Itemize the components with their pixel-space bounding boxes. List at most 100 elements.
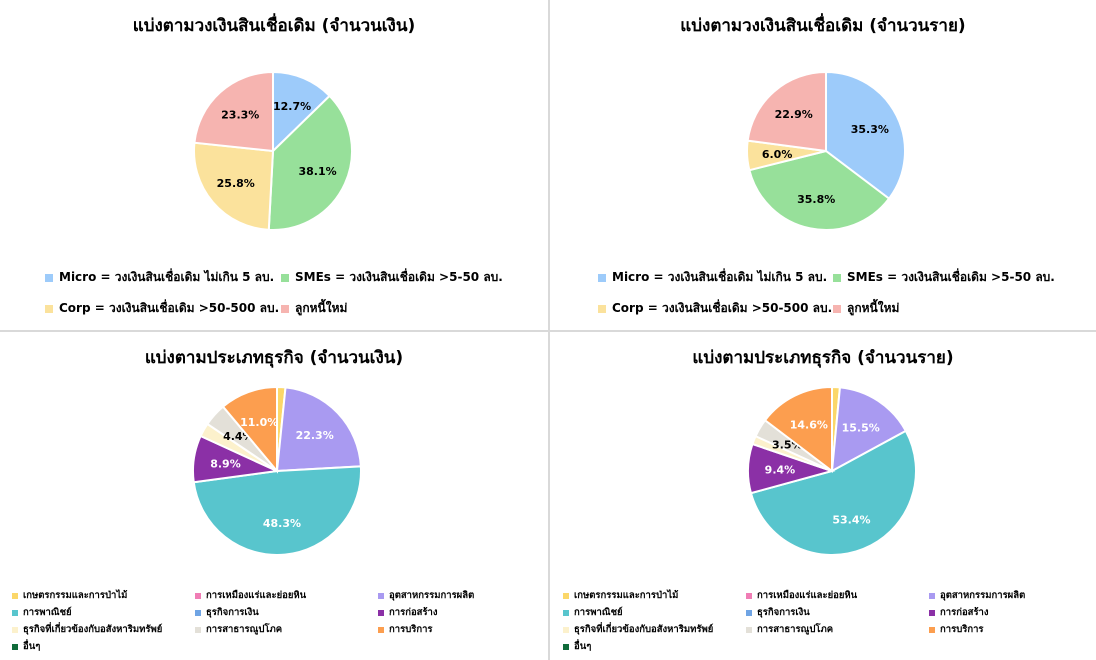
legend-label: Corp = วงเงินสินเชื่อเดิม >50-500 ลบ.: [612, 301, 833, 315]
legend-swatch: [45, 273, 53, 282]
slice-data-label: 11.0%: [240, 416, 278, 429]
slice-data-label: 8.9%: [210, 457, 241, 470]
legend-swatch: [833, 304, 841, 313]
legend-label: การก่อสร้าง: [940, 607, 989, 618]
legend-item: การก่อสร้าง: [929, 605, 989, 620]
legend-item: ธุรกิจที่เกี่ยวข้องกับอสังหาริมทรัพย์: [12, 622, 162, 637]
legend-label: Micro = วงเงินสินเชื่อเดิม ไม่เกิน 5 ลบ.: [612, 270, 828, 284]
legend-item: การพาณิชย์: [563, 605, 623, 620]
slice-data-label: 35.3%: [851, 123, 889, 136]
legend-item: การสาธารณูปโภค: [746, 622, 833, 637]
legend-swatch: [281, 304, 289, 313]
legend-item: ธุรกิจการเงิน: [746, 605, 810, 620]
legend-item: อื่นๆ: [12, 639, 40, 654]
legend-label: การพาณิชย์: [574, 607, 623, 618]
legend-swatch: [833, 273, 841, 282]
pie-slice: [748, 149, 891, 231]
legend-label: Micro = วงเงินสินเชื่อเดิม ไม่เกิน 5 ลบ.: [59, 270, 275, 284]
legend-item: Corp = วงเงินสินเชื่อเดิม >50-500 ลบ.: [45, 299, 279, 318]
legend-swatch: [12, 592, 18, 599]
legend-swatch: [378, 609, 384, 616]
legend-swatch: [45, 304, 53, 313]
legend-item: SMEs = วงเงินสินเชื่อเดิม >5-50 ลบ.: [281, 268, 503, 287]
legend-label: การบริการ: [940, 624, 984, 635]
legend-swatch: [598, 304, 606, 313]
legend-item: ธุรกิจที่เกี่ยวข้องกับอสังหาริมทรัพย์: [563, 622, 713, 637]
legend-label: ลูกหนี้ใหม่: [295, 301, 348, 315]
legend-label: เกษตรกรรมและการป่าไม้: [574, 590, 679, 601]
legend-swatch: [281, 273, 289, 282]
slice-data-label: 53.4%: [832, 513, 870, 526]
chart-title: แบ่งตามวงเงินสินเชื่อเดิม (จำนวนราย): [680, 16, 966, 36]
legend-label: อื่นๆ: [574, 641, 592, 652]
slice-data-label: 38.1%: [299, 165, 337, 178]
legend-swatch: [598, 273, 606, 282]
legend-label: อุตสาหกรรมการผลิต: [940, 590, 1026, 601]
pie-slice: [272, 70, 332, 154]
legend-item: ลูกหนี้ใหม่: [281, 299, 347, 318]
horizontal-divider: [0, 330, 1096, 332]
legend-item: การบริการ: [929, 622, 984, 637]
legend-swatch: [12, 643, 18, 650]
pie-slice: [267, 94, 353, 231]
pie-slice: [192, 465, 362, 557]
legend-item: อื่นๆ: [563, 639, 591, 654]
legend-label: การบริการ: [389, 624, 433, 635]
pie-chart: 22.3%48.3%8.9%4.4%11.0%: [192, 385, 362, 557]
legend-item: เกษตรกรรมและการป่าไม้: [12, 588, 127, 603]
legend-item: Corp = วงเงินสินเชื่อเดิม >50-500 ลบ.: [598, 299, 832, 318]
legend-item: SMEs = วงเงินสินเชื่อเดิม >5-50 ลบ.: [833, 268, 1055, 287]
pie-slice: [221, 385, 278, 474]
slice-data-label: 15.5%: [842, 422, 880, 435]
legend-label: อุตสาหกรรมการผลิต: [389, 590, 475, 601]
pie-slice: [746, 70, 827, 153]
legend-item: การบริการ: [378, 622, 433, 637]
legend-item: การสาธารณูปโภค: [195, 622, 282, 637]
legend-label: ธุรกิจที่เกี่ยวข้องกับอสังหาริมทรัพย์: [23, 624, 163, 635]
legend-label: การเหมืองแร่และย่อยหิน: [206, 590, 307, 601]
pie-slice: [825, 70, 906, 201]
legend-swatch: [12, 609, 18, 616]
slice-data-label: 12.7%: [273, 100, 311, 113]
legend-item: การพาณิชย์: [12, 605, 72, 620]
pie-slice: [830, 386, 908, 473]
slice-data-label: 9.4%: [765, 463, 796, 476]
legend-swatch: [929, 626, 935, 633]
legend-label: การก่อสร้าง: [389, 607, 438, 618]
legend-item: อุตสาหกรรมการผลิต: [929, 588, 1025, 603]
legend-item: Micro = วงเงินสินเชื่อเดิม ไม่เกิน 5 ลบ.: [45, 268, 274, 287]
legend-label: การเหมืองแร่และย่อยหิน: [757, 590, 858, 601]
legend-swatch: [12, 626, 18, 633]
legend-item: การเหมืองแร่และย่อยหิน: [195, 588, 306, 603]
slice-data-label: 48.3%: [263, 517, 301, 530]
legend-label: ธุรกิจการเงิน: [206, 607, 259, 618]
legend-swatch: [378, 626, 384, 633]
legend-label: ธุรกิจที่เกี่ยวข้องกับอสังหาริมทรัพย์: [574, 624, 714, 635]
legend-swatch: [563, 609, 569, 616]
legend-label: SMEs = วงเงินสินเชื่อเดิม >5-50 ลบ.: [295, 270, 503, 284]
legend-label: อื่นๆ: [23, 641, 41, 652]
legend-item: การก่อสร้าง: [378, 605, 438, 620]
legend-swatch: [195, 626, 201, 633]
slice-data-label: 14.6%: [790, 418, 828, 431]
slice-data-label: 23.3%: [221, 109, 259, 122]
pie-chart: 35.3% 35.8% 6.0% 22.9%: [746, 70, 906, 231]
legend-label: การพาณิชย์: [23, 607, 72, 618]
legend-item: ธุรกิจการเงิน: [195, 605, 259, 620]
legend-label: เกษตรกรรมและการป่าไม้: [23, 590, 128, 601]
legend-swatch: [746, 609, 752, 616]
legend-label: SMEs = วงเงินสินเชื่อเดิม >5-50 ลบ.: [847, 270, 1055, 284]
pie-chart: 12.7% 38.1% 25.8% 23.3%: [193, 70, 353, 231]
slice-data-label: 6.0%: [762, 148, 793, 161]
legend-swatch: [378, 592, 384, 599]
legend-swatch: [746, 592, 752, 599]
legend-swatch: [563, 626, 569, 633]
legend-swatch: [195, 609, 201, 616]
legend-label: Corp = วงเงินสินเชื่อเดิม >50-500 ลบ.: [59, 301, 280, 315]
pie-slice: [193, 70, 274, 153]
legend-label: การสาธารณูปโภค: [757, 624, 834, 635]
chart-title: แบ่งตามประเภทธุรกิจ (จำนวนราย): [692, 348, 954, 368]
pie-slice: [763, 385, 833, 474]
chart-title: แบ่งตามวงเงินสินเชื่อเดิม (จำนวนเงิน): [132, 16, 416, 36]
slice-data-label: 25.8%: [217, 177, 255, 190]
